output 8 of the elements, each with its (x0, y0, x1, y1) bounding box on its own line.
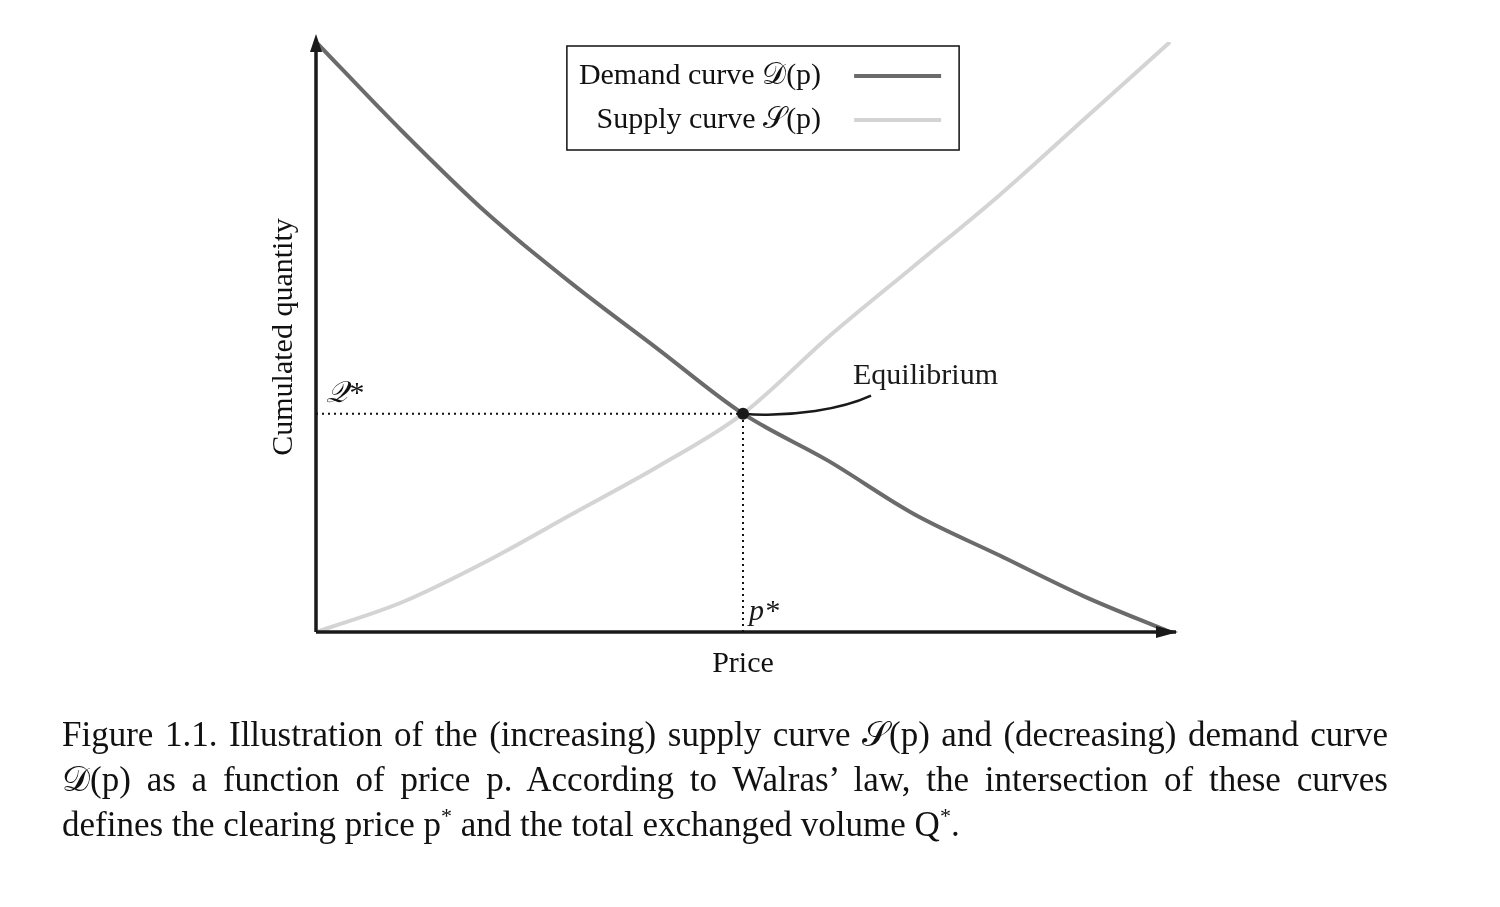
annotation: p* (747, 593, 779, 626)
x-axis-title: Price (712, 644, 774, 678)
legend-label: Demand curve 𝒟(p) (578, 56, 822, 91)
ref-line-label: 𝒬* (326, 374, 363, 408)
y-axis-title: Cumulated quantity (264, 218, 298, 456)
legend-label: Supply curve 𝒮(p) (596, 100, 822, 135)
caption: Figure 1.1. Illustration of the (increasing) supply curve 𝒮(p) and (decreasing) demand curve 𝒟(p) as a function of price p. According to Walras’ law, the intersection of these curves defines the clearing price p$^{*}$ and the total exchanged volume Q$^{*}$. (62, 714, 1388, 846)
annotation: Equilibrium (853, 356, 998, 390)
